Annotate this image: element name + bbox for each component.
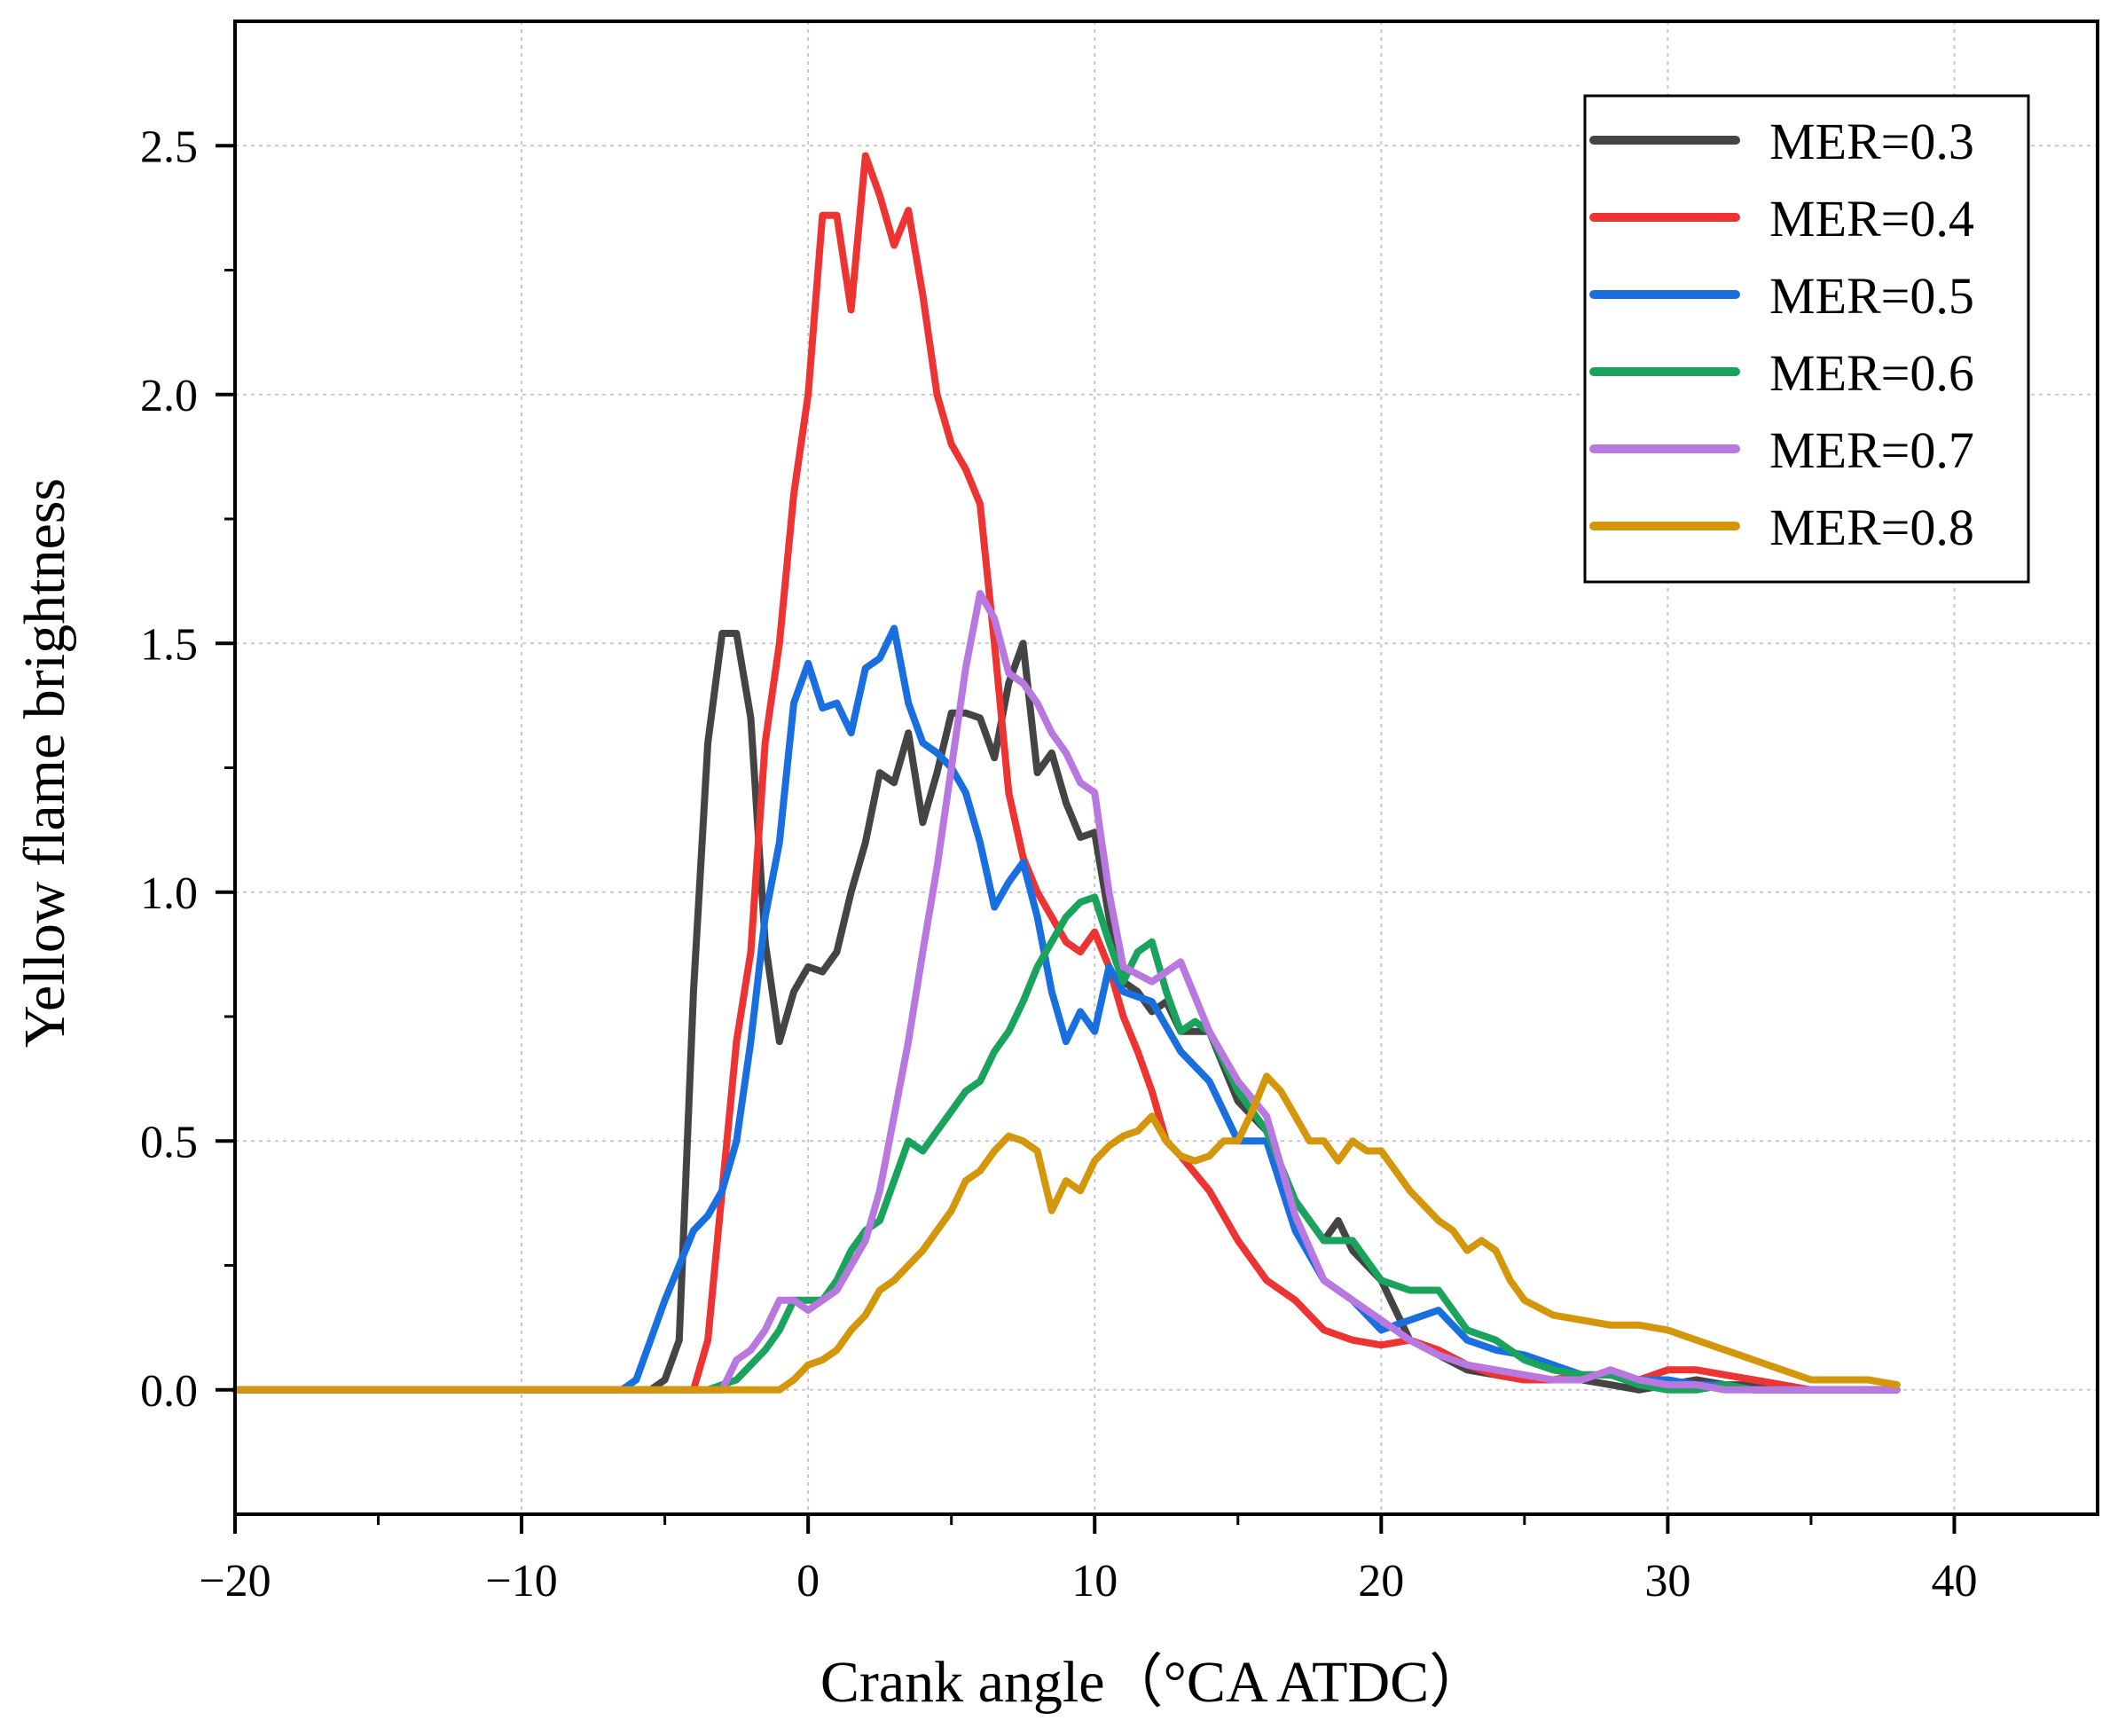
x-axis-title: Crank angle（°CA ATDC） [820,1650,1487,1715]
legend: MER=0.3 MER=0.4 MER=0.5 MER=0.6 MER=0.7 MER=0… [1583,94,2030,584]
x-tick-label: 30 [1644,1556,1690,1606]
series-line-mer-08 [231,1072,1901,1394]
axis-ticks [216,144,1957,1534]
series-line-mer-06 [231,893,1901,1394]
x-tick-label: −20 [199,1556,271,1606]
x-tick-label: −10 [485,1556,557,1606]
x-tick-label: 20 [1358,1556,1404,1606]
series-line-mer-03 [231,630,1901,1394]
y-tick-label: 0.5 [140,1117,198,1167]
legend-label-mer-06: MER=0.6 [1769,344,1974,402]
y-tick-label: 1.5 [140,619,198,670]
x-tick-label: 0 [796,1556,820,1606]
series-line-mer-07 [231,590,1901,1394]
y-tick-label: 2.0 [140,371,198,421]
x-tick-label: 10 [1071,1556,1118,1606]
y-axis-title: Yellow flame brightness [12,478,77,1048]
series-lines [231,152,1901,1394]
y-tick-label: 1.0 [140,868,198,919]
legend-label-mer-07: MER=0.7 [1769,421,1974,479]
legend-box [1583,94,2030,584]
legend-label-mer-03: MER=0.3 [1769,113,1974,170]
legend-label-mer-04: MER=0.4 [1769,190,1974,247]
legend-label-mer-08: MER=0.8 [1769,499,1974,556]
y-tick-label: 0.0 [140,1366,198,1417]
x-tick-label: 40 [1931,1556,1977,1606]
legend-label-mer-05: MER=0.5 [1769,267,1974,325]
y-tick-label: 2.5 [140,122,198,172]
axis-tick-labels: −20 −10 0 10 20 30 40 0.0 0.5 1.0 1.5 2.0 2.5 [140,122,1977,1606]
